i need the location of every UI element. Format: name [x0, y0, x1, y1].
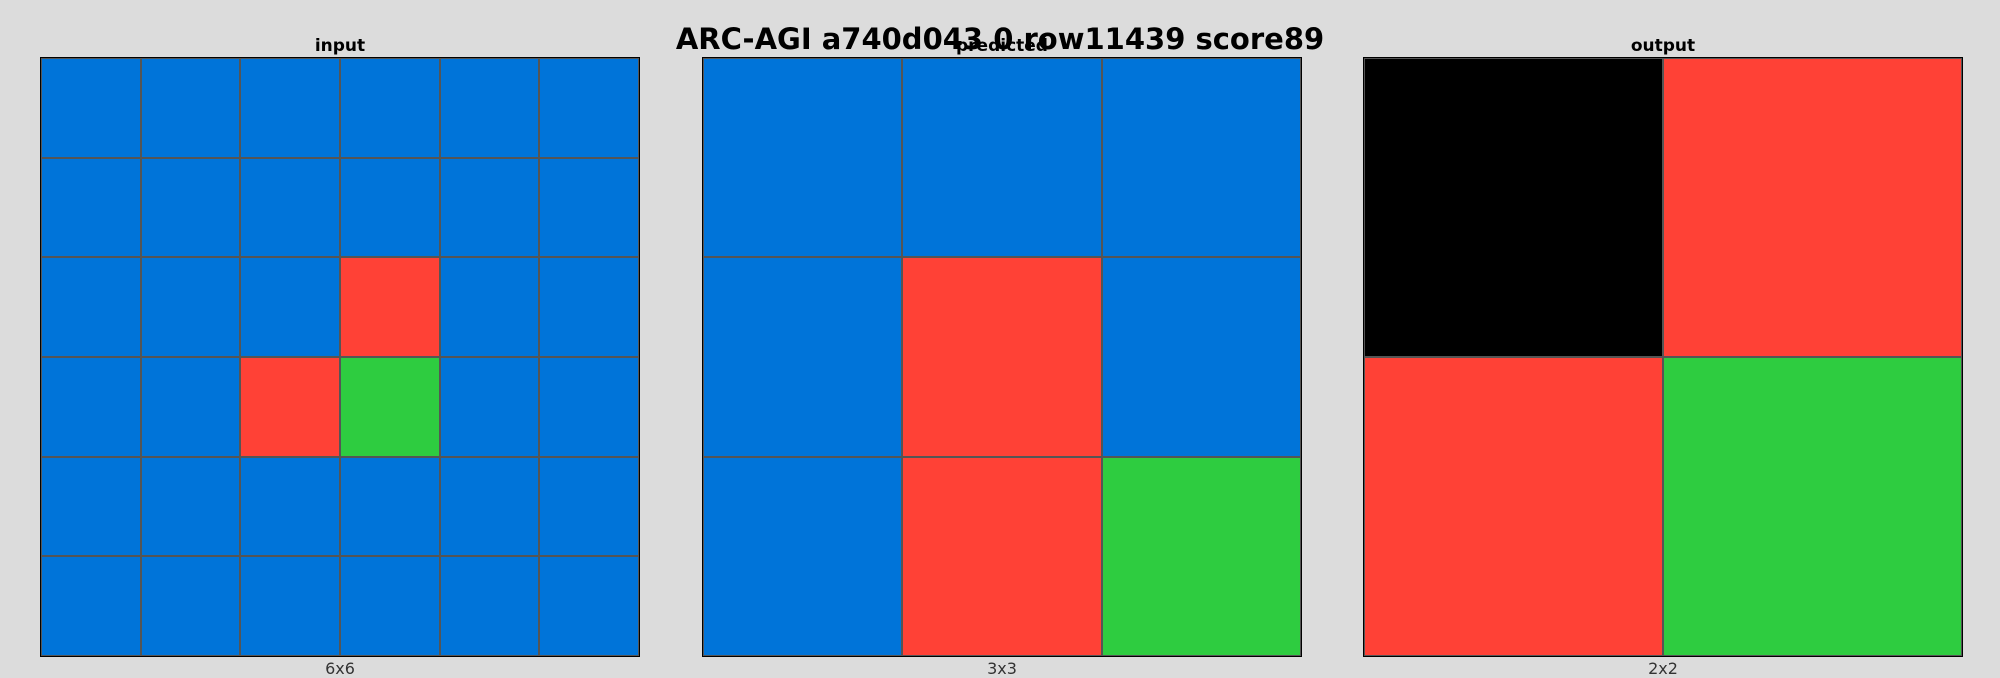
panel-title-input: input [314, 36, 366, 56]
input-cell-r5-c1 [140, 556, 241, 656]
predicted-cell-r0-c1 [902, 58, 1102, 258]
input-cell-r5-c0 [41, 556, 141, 656]
input-cell-r2-c1 [140, 257, 241, 357]
output-grid [1363, 57, 1963, 657]
input-cell-r1-c1 [140, 157, 241, 258]
input-cell-r3-c4 [439, 356, 540, 457]
input-cell-r5-c3 [339, 556, 440, 656]
input-cell-r4-c1 [140, 456, 241, 557]
grid-size-label-output: 2x2 [1648, 659, 1678, 678]
input-cell-r2-c0 [41, 257, 141, 357]
predicted-cell-r2-c0 [703, 456, 903, 656]
input-cell-r3-c1 [140, 356, 241, 457]
predicted-cell-r2-c1 [902, 456, 1102, 656]
grid-size-label-predicted: 3x3 [987, 659, 1017, 678]
input-cell-r1-c0 [41, 157, 141, 258]
predicted-cell-r2-c2 [1101, 456, 1301, 656]
input-cell-r2-c4 [439, 257, 540, 357]
input-cell-r3-c2 [240, 356, 340, 457]
predicted-cell-r0-c0 [703, 58, 903, 258]
input-cell-r1-c2 [240, 157, 340, 258]
panel-title-predicted: predicted [956, 36, 1048, 56]
output-cell-r0-c1 [1663, 58, 1962, 357]
output-cell-r1-c1 [1663, 357, 1962, 656]
predicted-cell-r1-c0 [703, 257, 903, 457]
input-cell-r4-c0 [41, 456, 141, 557]
input-cell-r1-c3 [339, 157, 440, 258]
input-cell-r3-c0 [41, 356, 141, 457]
input-cell-r4-c4 [439, 456, 540, 557]
input-cell-r3-c5 [539, 356, 639, 457]
output-cell-r1-c0 [1364, 357, 1663, 656]
input-cell-r5-c4 [439, 556, 540, 656]
input-cell-r4-c3 [339, 456, 440, 557]
panel-title-output: output [1630, 36, 1696, 56]
input-cell-r4-c5 [539, 456, 639, 557]
input-cell-r1-c5 [539, 157, 639, 258]
predicted-panel: predicted 3x3 [702, 36, 1302, 678]
output-cell-r0-c0 [1364, 58, 1663, 357]
input-cell-r0-c5 [539, 58, 639, 158]
predicted-grid [702, 57, 1302, 657]
input-cell-r4-c2 [240, 456, 340, 557]
output-panel: output 2x2 [1363, 36, 1963, 678]
input-panel: input 6x6 [40, 36, 640, 678]
input-cell-r0-c1 [140, 58, 241, 158]
input-cell-r1-c4 [439, 157, 540, 258]
input-cell-r2-c5 [539, 257, 639, 357]
input-cell-r2-c3 [339, 257, 440, 357]
predicted-cell-r1-c1 [902, 257, 1102, 457]
grid-size-label-input: 6x6 [325, 659, 355, 678]
input-cell-r0-c0 [41, 58, 141, 158]
predicted-cell-r1-c2 [1101, 257, 1301, 457]
input-grid [40, 57, 640, 657]
page-title: ARC-AGI a740d043 0 row11439 score89 [675, 22, 1325, 56]
input-cell-r0-c3 [339, 58, 440, 158]
input-cell-r5-c5 [539, 556, 639, 656]
input-cell-r2-c2 [240, 257, 340, 357]
input-cell-r5-c2 [240, 556, 340, 656]
input-cell-r0-c4 [439, 58, 540, 158]
input-cell-r0-c2 [240, 58, 340, 158]
input-cell-r3-c3 [339, 356, 440, 457]
predicted-cell-r0-c2 [1101, 58, 1301, 258]
